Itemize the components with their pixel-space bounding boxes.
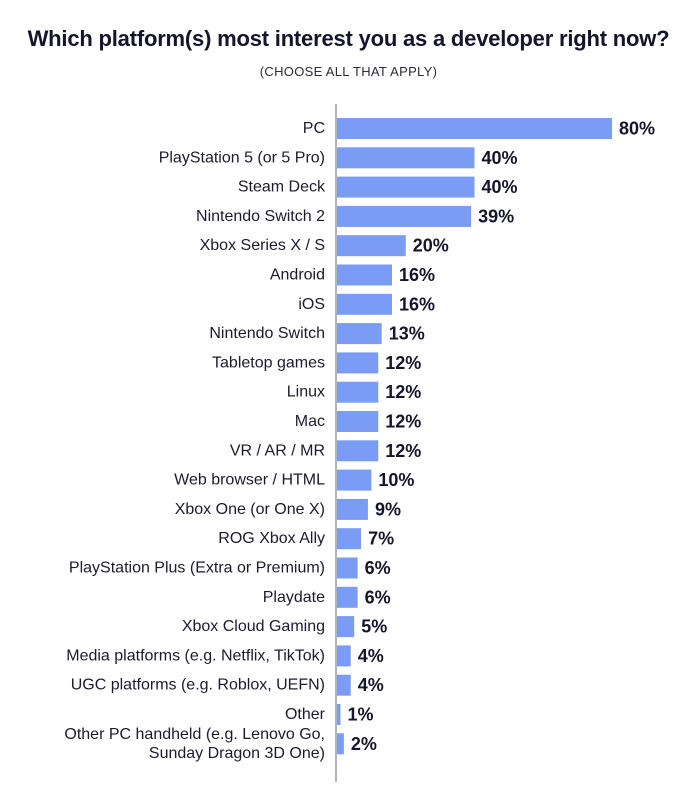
bar: [337, 411, 379, 432]
value-label: 16%: [399, 265, 435, 285]
category-label: Xbox Series X / S: [200, 237, 325, 254]
category-label: Mac: [295, 413, 325, 430]
value-label: 40%: [482, 148, 518, 168]
category-label: Nintendo Switch 2: [196, 208, 325, 225]
category-label: Other: [285, 706, 326, 723]
bar: [337, 205, 472, 227]
category-label: Web browser / HTML: [174, 472, 325, 489]
value-label: 6%: [365, 587, 391, 607]
category-label: UGC platforms (e.g. Roblox, UEFN): [71, 677, 325, 694]
bar: [337, 733, 344, 755]
category-label: PlayStation 5 (or 5 Pro): [159, 149, 325, 166]
bar: [337, 293, 392, 315]
value-label: 6%: [365, 558, 391, 578]
category-label: Xbox Cloud Gaming: [182, 618, 325, 635]
bar: [337, 616, 355, 638]
chart-subtitle: (CHOOSE ALL THAT APPLY): [259, 64, 438, 79]
bar: [337, 498, 368, 520]
bar: [337, 264, 392, 286]
bar: [337, 323, 382, 345]
category-label: PlayStation Plus (Extra or Premium): [69, 560, 325, 577]
category-label: Tabletop games: [212, 354, 325, 371]
bar: [337, 586, 358, 608]
category-label: VR / AR / MR: [230, 442, 325, 459]
value-label: 9%: [375, 499, 401, 519]
category-label: Steam Deck: [238, 179, 326, 196]
value-label: 16%: [399, 294, 435, 314]
category-label: PC: [303, 120, 325, 137]
bar: [337, 440, 379, 462]
chart-title: Which platform(s) most interest you as a…: [27, 26, 670, 51]
category-label: Nintendo Switch: [209, 325, 325, 342]
value-label: 40%: [482, 177, 518, 197]
category-label: Linux: [287, 384, 325, 401]
value-label: 10%: [378, 470, 414, 490]
category-label: Playdate: [263, 589, 325, 606]
value-label: 4%: [358, 675, 384, 695]
category-label: iOS: [298, 296, 325, 313]
category-label: Xbox One (or One X): [175, 501, 325, 518]
value-label: 5%: [361, 617, 387, 637]
bar: [337, 469, 372, 491]
value-label: 7%: [368, 529, 394, 549]
value-label: 20%: [413, 236, 449, 256]
value-label: 13%: [389, 324, 425, 344]
category-label: ROG Xbox Ally: [218, 530, 325, 547]
value-label: 4%: [358, 646, 384, 666]
value-label: 1%: [347, 705, 373, 725]
bar: [337, 557, 358, 579]
bar: [337, 674, 351, 696]
bar: [337, 352, 379, 374]
bar: [337, 176, 475, 198]
bar: [337, 528, 362, 550]
bar: [337, 645, 351, 667]
value-label: 12%: [385, 382, 421, 402]
value-label: 12%: [385, 412, 421, 432]
category-label: Android: [270, 267, 325, 284]
value-label: 12%: [385, 441, 421, 461]
bar: [337, 147, 475, 169]
value-label: 39%: [478, 206, 514, 226]
value-label: 80%: [619, 119, 655, 139]
bar: [337, 704, 341, 725]
category-label: Media platforms (e.g. Netflix, TikTok): [66, 647, 325, 664]
category-label: Other PC handheld (e.g. Lenovo Go,: [64, 726, 325, 743]
bar: [337, 381, 379, 403]
value-label: 12%: [385, 353, 421, 373]
category-label: Sunday Dragon 3D One): [149, 745, 325, 762]
bar: [337, 118, 612, 139]
bar: [337, 235, 406, 257]
value-label: 2%: [351, 734, 377, 754]
